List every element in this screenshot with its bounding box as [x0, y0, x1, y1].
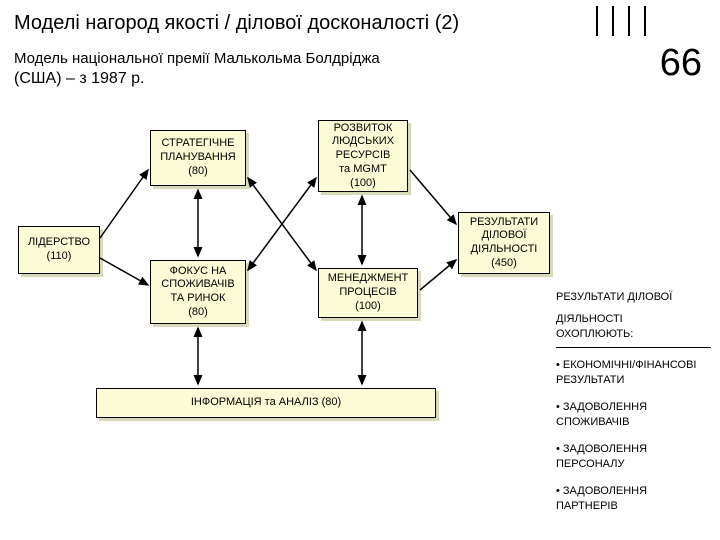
side-bullet-personnel: • ЗАДОВОЛЕННЯПЕРСОНАЛУ [556, 442, 647, 473]
subtitle-line1: Модель національної премії Малькольма Бо… [14, 50, 380, 67]
node-process-management: МЕНЕДЖМЕНТПРОЦЕСІВ(100) [318, 268, 418, 318]
subtitle-line2: (США) – з 1987 р. [14, 70, 145, 88]
side-heading-2: ДІЯЛЬНОСТІОХОПЛЮЮТЬ: [556, 312, 711, 348]
slide-number: 66 [660, 42, 702, 85]
side-heading-1: РЕЗУЛЬТАТИ ДІЛОВОЇ [556, 290, 672, 305]
header-decoration [628, 6, 630, 36]
node-business-results: РЕЗУЛЬТАТИДІЛОВОЇДІЯЛЬНОСТІ(450) [458, 212, 550, 274]
page-title: Моделі нагород якості / ділової досконал… [14, 12, 459, 35]
node-customer-focus: ФОКУС НАСПОЖИВАЧІВТА РИНОК(80) [150, 260, 246, 324]
node-hr-development: РОЗВИТОКЛЮДСЬКИХРЕСУРСІВта MGMT(100) [318, 120, 408, 192]
header-decoration [596, 6, 598, 36]
side-bullet-economic: • ЕКОНОМІЧНІ/ФІНАНСОВІРЕЗУЛЬТАТИ [556, 358, 697, 389]
side-bullet-partners: • ЗАДОВОЛЕННЯПАРТНЕРІВ [556, 484, 647, 515]
side-bullet-customers: • ЗАДОВОЛЕННЯСПОЖИВАЧІВ [556, 400, 647, 431]
header-decoration [612, 6, 614, 36]
node-information-analysis: ІНФОРМАЦІЯ та АНАЛІЗ (80) [96, 388, 436, 418]
header-decoration [644, 6, 646, 36]
node-strategic-planning: СТРАТЕГІЧНЕПЛАНУВАННЯ(80) [150, 130, 246, 186]
node-leadership: ЛІДЕРСТВО(110) [18, 226, 100, 274]
